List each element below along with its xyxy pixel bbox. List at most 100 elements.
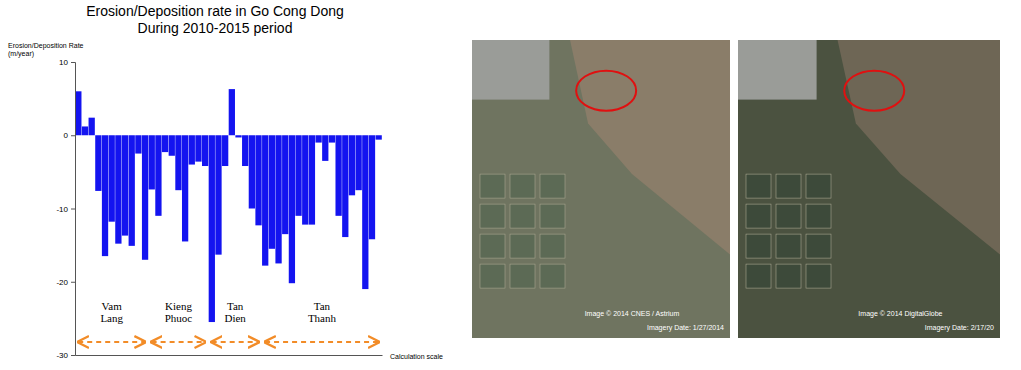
bar (335, 135, 341, 216)
image-field (510, 264, 535, 288)
image-date: Imagery Date: 2/17/20 (925, 324, 994, 332)
image-date: Imagery Date: 1/27/2014 (647, 324, 724, 332)
image-highlight (844, 71, 904, 111)
bar (376, 135, 382, 139)
y-tick: -10 (56, 205, 75, 214)
region-arrow (212, 341, 259, 343)
image-ground (472, 40, 730, 338)
image-field (746, 174, 771, 198)
bar (322, 135, 328, 161)
bar (82, 126, 88, 135)
image-field (806, 204, 831, 228)
bar (189, 135, 195, 164)
bar (135, 135, 141, 153)
bar (369, 135, 375, 239)
image-field (746, 234, 771, 258)
canvas: Erosion/Deposition rate in Go Cong DongD… (0, 0, 1021, 370)
bar (289, 135, 295, 283)
bar (155, 135, 161, 216)
annotations: VamLangKiengPhuocTanDienTanThanh (78, 300, 379, 342)
y-axis: 10 0 -10 -20 -30 (56, 58, 75, 360)
image-field (510, 174, 535, 198)
bar (242, 135, 248, 166)
image-field (806, 234, 831, 258)
bar (202, 135, 208, 166)
y-axis-line (71, 63, 76, 356)
y-tick-label: -10 (56, 205, 68, 214)
image-field (480, 264, 505, 288)
bar (295, 135, 301, 216)
bar (249, 135, 255, 208)
y-tick-mark (71, 355, 75, 356)
bar (115, 135, 121, 243)
image-field (540, 264, 565, 288)
bar (235, 135, 241, 137)
bar (162, 135, 168, 152)
image-field (480, 174, 505, 198)
bar (109, 135, 115, 221)
image-panel: Image © 2014 DigitalGlobeImagery Date: 2… (738, 40, 1000, 338)
bar (182, 135, 188, 241)
bar (149, 135, 155, 189)
bar (309, 135, 315, 224)
subtitle: During 2010-2015 period (138, 20, 293, 36)
bar (89, 118, 95, 136)
bar (269, 135, 275, 249)
y-tick-mark (71, 62, 75, 63)
bar (142, 135, 148, 260)
image-field (540, 234, 565, 258)
image-field (746, 264, 771, 288)
y-tick-label: 10 (59, 58, 68, 67)
y-tick-label: 0 (64, 131, 69, 140)
image-field (480, 234, 505, 258)
y-tick-mark (71, 209, 75, 210)
image-field (540, 174, 565, 198)
image-field (806, 174, 831, 198)
region-label: TanDien (224, 300, 246, 324)
bar (362, 135, 368, 289)
bar (195, 135, 201, 161)
region-label-line: Phuoc (165, 312, 193, 324)
region-label-line: Thanh (308, 312, 337, 324)
y-axis-title: Erosion/Deposition Rate(m/year) (8, 42, 84, 58)
x-axis-title: Calculation scale (390, 353, 443, 360)
bar (315, 135, 321, 142)
image-field (776, 264, 801, 288)
y-tick-label: -30 (56, 351, 68, 360)
bar (329, 135, 335, 142)
image-ground (738, 40, 1000, 338)
bar (122, 135, 128, 235)
bar (282, 135, 288, 234)
image-highlight (576, 71, 636, 111)
bar (222, 135, 228, 166)
region-label-line: Tan (227, 300, 244, 312)
image-panel: Image © 2014 CNES / AstriumImagery Date:… (472, 40, 730, 338)
region-arrow (152, 341, 206, 343)
x-axis (76, 355, 383, 357)
region-label-line: Dien (224, 312, 246, 324)
y-tick: -20 (56, 278, 75, 287)
bar (95, 135, 101, 191)
image-field (776, 174, 801, 198)
title: Erosion/Deposition rate in Go Cong Dong (86, 3, 344, 19)
image-field (510, 204, 535, 228)
region-arrow (265, 341, 379, 343)
y-axis-title-line: Erosion/Deposition Rate (8, 42, 84, 50)
image-town (738, 40, 817, 100)
bar (275, 135, 281, 263)
image-field (806, 264, 831, 288)
bar (129, 135, 135, 246)
x-axis-line (76, 355, 383, 356)
bar (302, 135, 308, 224)
bar (349, 135, 355, 195)
region-label: TanThanh (308, 300, 337, 324)
bar (262, 135, 268, 265)
image-field (776, 234, 801, 258)
region-label: VamLang (100, 300, 123, 324)
region-arrow (78, 341, 145, 343)
region-label: KiengPhuoc (165, 300, 193, 324)
bar (75, 91, 81, 135)
bar (229, 89, 235, 135)
image-field (540, 204, 565, 228)
y-tick-label: -20 (56, 278, 68, 287)
